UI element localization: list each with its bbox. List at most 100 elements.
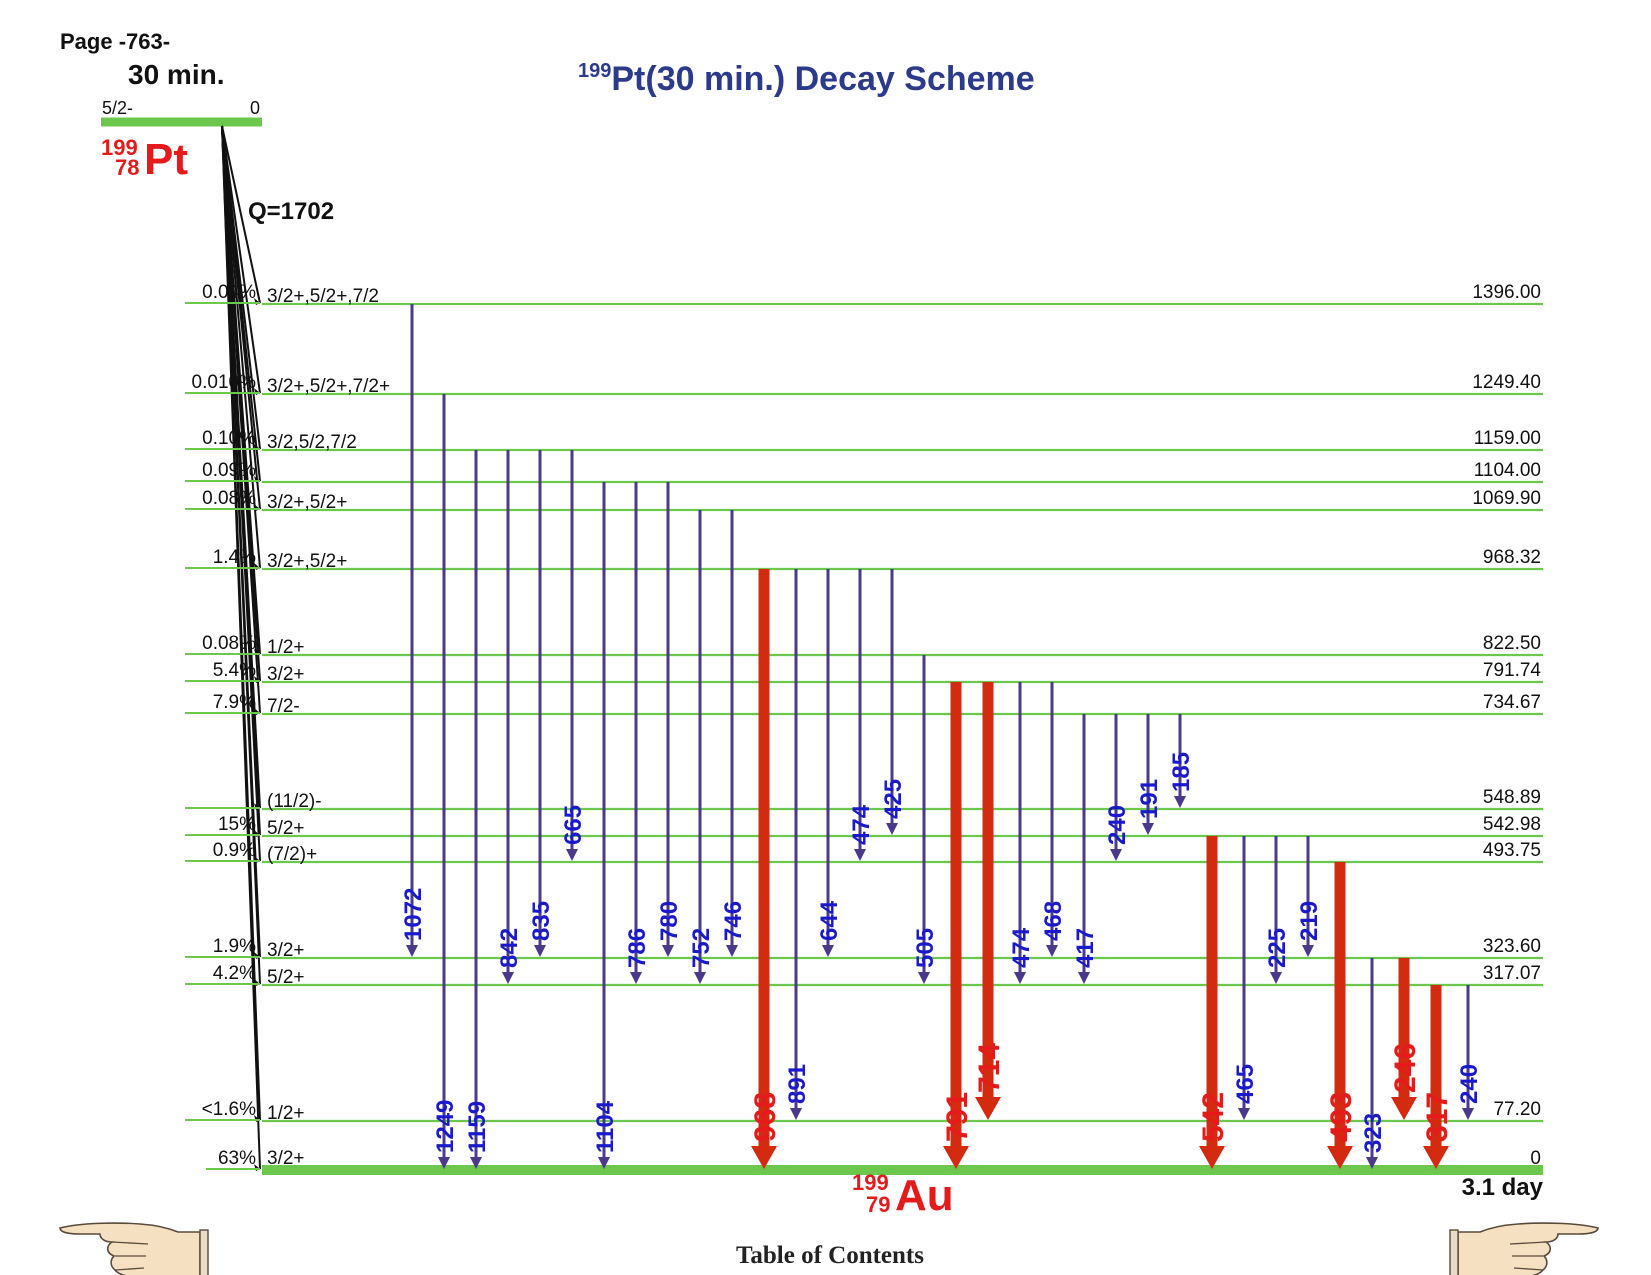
gamma-transition: 791 [941,682,974,1169]
gamma-energy-label: 505 [912,928,939,968]
gamma-arrowhead [694,972,706,984]
gamma-energy-label: 417 [1072,928,1099,968]
level-spin-label: 3/2+ [267,1148,305,1169]
level-energy-label: 77.20 [1493,1099,1541,1120]
gamma-arrowhead [470,1157,482,1169]
level-energy-label: 323.60 [1483,936,1541,957]
energy-level: 1069.90 3/2+,5/2+ 0.08% [185,488,1543,513]
gamma-transition: 842 [496,450,523,984]
pointing-hand-right-icon[interactable] [1449,1222,1599,1275]
level-spin-label: (11/2)- [267,791,322,812]
beta-decay-line [221,125,261,1170]
beta-intensity-label: 63% [218,1148,256,1169]
gamma-energy-label: 240 [1104,805,1131,845]
level-spin-label: 5/2+ [267,967,305,988]
gamma-arrowhead [502,972,514,984]
beta-intensity-label: 0.08% [202,633,256,654]
gamma-arrowhead [854,849,866,861]
ground-state-level: 0 3/2+ 63% [206,1148,1543,1175]
parent-atomic-number: 78 [115,155,139,180]
gamma-energy-label: 219 [1296,901,1323,941]
energy-level: 1396.00 3/2+,5/2+,7/2 0.04% [185,282,1543,307]
gamma-transition: 240 [1456,985,1483,1120]
level-spin-label: 3/2,5/2,7/2 [267,432,357,453]
gamma-energy-label: 752 [688,928,715,968]
beta-intensity-label: 0.04% [202,282,256,303]
level-energy-label: 542.98 [1483,814,1541,835]
beta-intensity-label: 4.2% [213,963,256,984]
energy-level: 822.50 1/2+ 0.08% [185,633,1543,658]
level-spin-label: 1/2+ [267,1103,305,1124]
gamma-energy-label: 842 [496,928,523,968]
gamma-transition: 417 [1072,714,1099,984]
gamma-arrowhead [1199,1146,1225,1169]
gamma-energy-label: 891 [784,1064,811,1104]
daughter-symbol: Au [895,1171,954,1220]
beta-decay-line [221,125,261,304]
gamma-energy-label: 968 [749,1092,782,1142]
gamma-energy-label: 1072 [400,888,427,941]
gamma-energy-label: 191 [1136,779,1163,819]
gamma-arrowhead [751,1146,777,1169]
energy-level: 1104.00 0.09% [185,460,1543,484]
gamma-energy-label: 468 [1040,901,1067,941]
beta-intensity-label: 0.09% [202,460,256,481]
gamma-energy-label: 474 [848,804,875,845]
gamma-transition: 891 [784,569,811,1120]
energy-level: 968.32 3/2+,5/2+ 1.4% [185,547,1543,572]
gamma-transition: 246 [1389,958,1422,1120]
level-spin-label: 5/2+ [267,818,305,839]
gamma-energy-label: 665 [560,805,587,845]
gamma-transition: 1072 [400,304,427,957]
energy-level: 1249.40 3/2+,5/2+,7/2+ 0.010% [185,372,1543,397]
beta-intensity-label: 7.9% [213,692,256,713]
gamma-energy-label: 225 [1264,928,1291,968]
beta-intensity-label: 1.9% [213,936,256,957]
gamma-transition: 191 [1136,714,1163,835]
gamma-arrowhead [1046,945,1058,957]
level-spin-label: (7/2)+ [267,844,317,865]
gamma-transition: 225 [1264,836,1291,984]
beta-decay-line [221,125,261,394]
level-spin-label: 3/2+,5/2+ [267,492,347,513]
gamma-arrowhead [1270,972,1282,984]
gamma-arrowhead [1014,972,1026,984]
level-energy-label: 0 [1530,1148,1541,1169]
gamma-transition: 465 [1232,836,1259,1120]
gamma-arrowhead [598,1157,610,1169]
beta-intensity-label: 5.4% [213,660,256,681]
gamma-arrowhead [790,1108,802,1120]
beta-intensity-label: <1.6% [202,1099,257,1120]
beta-intensity-label: 0.010% [192,372,257,393]
gamma-transition: 1249 [432,394,459,1169]
level-energy-label: 734.67 [1483,692,1541,713]
gamma-arrowhead [662,945,674,957]
gamma-transition: 185 [1168,714,1195,808]
parent-spin: 5/2- [102,98,133,118]
gamma-transition: 746 [720,510,747,957]
gamma-energy-label: 474 [1008,927,1035,968]
gamma-transition: 493 [1325,862,1358,1169]
gamma-energy-label: 746 [720,901,747,941]
gamma-transition: 968 [749,569,782,1169]
energy-level: 323.60 3/2+ 1.9% [185,936,1543,961]
pointing-hand-left-icon[interactable] [59,1222,209,1275]
gamma-energy-label: 835 [528,901,555,941]
level-energy-label: 493.75 [1483,840,1541,861]
daughter-atomic-number: 79 [866,1192,890,1217]
beta-intensity-label: 15% [218,814,256,835]
gamma-energy-label: 317 [1421,1092,1454,1142]
gamma-energy-label: 323 [1360,1113,1387,1153]
gamma-transition: 835 [528,450,555,957]
gamma-arrowhead [1110,849,1122,861]
gamma-arrowhead [1174,796,1186,808]
parent-energy: 0 [250,98,260,118]
gamma-arrowhead [438,1157,450,1169]
gamma-energy-label: 786 [624,928,651,968]
gamma-transition: 1159 [464,450,491,1169]
gamma-energy-label: 780 [656,901,683,941]
gamma-energy-label: 1104 [592,1100,619,1153]
table-of-contents-link[interactable]: Table of Contents [736,1242,924,1269]
daughter-nuclide: 199 79 Au [852,1170,954,1220]
